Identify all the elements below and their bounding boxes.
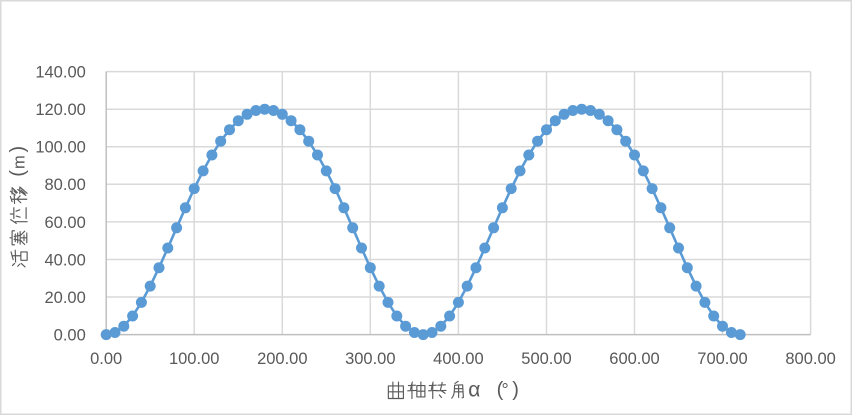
svg-text:800.00: 800.00	[785, 350, 835, 368]
svg-text:600.00: 600.00	[609, 350, 659, 368]
svg-text:120.00: 120.00	[35, 101, 85, 119]
svg-text:(: (	[7, 170, 29, 177]
svg-text:140.00: 140.00	[35, 64, 85, 82]
svg-text:100.00: 100.00	[35, 139, 85, 157]
svg-text:20.00: 20.00	[45, 289, 86, 307]
svg-text:200.00: 200.00	[257, 350, 307, 368]
svg-text:60.00: 60.00	[45, 214, 86, 232]
svg-text:400.00: 400.00	[433, 350, 483, 368]
svg-text:80.00: 80.00	[45, 176, 86, 194]
svg-text:40.00: 40.00	[45, 251, 86, 269]
svg-text:): )	[512, 379, 519, 401]
svg-text:α: α	[468, 379, 480, 402]
svg-text:m: m	[11, 155, 29, 169]
svg-text:0.00: 0.00	[90, 350, 122, 368]
svg-text:(: (	[497, 379, 504, 401]
svg-text:500.00: 500.00	[521, 350, 571, 368]
svg-text:°: °	[502, 380, 509, 400]
svg-text:): )	[7, 146, 29, 153]
svg-text:100.00: 100.00	[169, 350, 219, 368]
svg-text:300.00: 300.00	[345, 350, 395, 368]
svg-text:700.00: 700.00	[697, 350, 747, 368]
svg-text:0.00: 0.00	[54, 327, 86, 345]
